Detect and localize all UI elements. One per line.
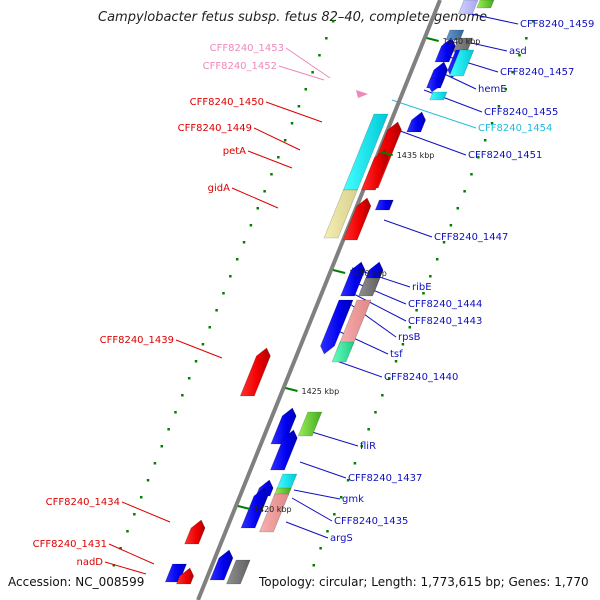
map-title: Campylobacter fetus subsp. fetus 82–40, … (98, 10, 487, 25)
kbp-tick-mark (426, 37, 439, 42)
feature-pink-1443 (336, 299, 372, 351)
feature-arrow-1447 (374, 199, 394, 211)
gene-label: CFF8240_1431 (33, 539, 107, 550)
kbp-tick-label: 1425 kbp (302, 387, 340, 396)
kbp-tick-mark (380, 151, 393, 156)
gene-label: CFF8240_1452 (203, 61, 277, 72)
feature-gidA (323, 189, 358, 239)
feature-gray-1444 (358, 277, 381, 297)
feature-teal-1440 (331, 341, 355, 363)
gene-label: CFF8240_1459 (520, 19, 594, 30)
gene-label: CFF8240_1443 (408, 316, 482, 327)
feature-cff8240-1451 (406, 111, 426, 133)
gene-label: gidA (208, 183, 230, 194)
feature-petA (360, 149, 389, 191)
callout-line (108, 543, 155, 565)
gene-label: rpsB (398, 332, 421, 343)
gene-label: CFF8240_1444 (408, 299, 482, 310)
callout-line (391, 99, 477, 129)
feature-cyan-1455 (448, 49, 475, 77)
kbp-ticks: 1440 kbp 1435 kbp 1430 kbp 1425 kbp 1420 kbp (237, 37, 481, 514)
kbp-tick-mark (237, 505, 251, 510)
feature-rpsB (320, 299, 354, 355)
gene-label: petA (223, 146, 246, 157)
gene-label: CFF8240_1457 (500, 67, 574, 78)
kbp-tick-mark (285, 387, 298, 392)
gene-label: CFF8240_1453 (210, 43, 284, 54)
kbp-tick-label: 1435 kbp (397, 151, 435, 160)
callout-line (391, 127, 467, 156)
callout-line (349, 291, 407, 322)
kbp-tick-label: 1420 kbp (254, 505, 292, 514)
gene-label: CFF8240_1455 (484, 107, 558, 118)
feature-blue-1431 (209, 549, 234, 581)
callout-line (333, 359, 383, 378)
gene-label: CFF8240_1440 (384, 372, 458, 383)
label-callout-lines (104, 11, 519, 575)
kbp-tick-label: 1440 kbp (443, 37, 481, 46)
feature-ribE (340, 261, 366, 297)
feature-arrow-1454 (429, 91, 448, 101)
gene-label: ribE (412, 282, 432, 293)
kbp-tick-label: 1430 kbp (349, 269, 387, 278)
callout-line (311, 431, 359, 447)
genome-summary-text: Topology: circular; Length: 1,773,615 bp… (258, 575, 589, 589)
feature-asd (434, 37, 456, 63)
feature-cyan-gmk (275, 473, 298, 491)
gene-label: gmk (342, 494, 364, 505)
gene-labels: CFF8240_1453 CFF8240_1452 CFF8240_1450 CFF8… (33, 19, 595, 568)
callout-line (104, 561, 147, 575)
gene-label: CFF8240_1450 (190, 97, 264, 108)
gene-label: hemE (478, 84, 507, 95)
gene-label: CFF8240_1447 (434, 232, 508, 243)
callout-line (285, 47, 331, 79)
callout-line (291, 497, 333, 522)
gene-label: tsf (390, 349, 403, 360)
feature-nadD (176, 567, 195, 585)
gene-label: asd (509, 46, 527, 57)
callout-line (299, 461, 347, 479)
gene-label: CFF8240_1439 (100, 335, 174, 346)
dotted-guide-tracks (112, 20, 535, 567)
callout-line (293, 489, 341, 500)
gene-label: CFF8240_1434 (46, 497, 120, 508)
accession-text: Accession: NC_008599 (8, 575, 144, 589)
callout-line (253, 127, 301, 151)
feature-cff8240-1437 (269, 429, 298, 471)
callout-line (353, 281, 407, 305)
gene-label: CFF8240_1454 (478, 123, 552, 134)
callout-line (285, 521, 329, 539)
callout-line (121, 501, 171, 523)
callout-line (231, 187, 279, 209)
gene-label: CFF8240_1435 (334, 516, 408, 527)
kbp-tick-mark (332, 269, 346, 274)
feature-cff8240-1459-green (476, 0, 495, 9)
feature-gray-1431 (226, 559, 251, 585)
callout-line (265, 101, 323, 123)
callout-line (175, 339, 223, 359)
feature-pink-1435 (258, 493, 290, 533)
gene-label: CFF8240_1437 (348, 473, 422, 484)
feature-cff8240-1435 (240, 487, 269, 529)
gene-label: fliR (360, 441, 376, 452)
feature-green-1437 (297, 411, 323, 437)
callout-line (247, 150, 293, 169)
feature-cff8240-1455 (427, 77, 445, 93)
feature-gidA-red (342, 197, 372, 241)
feature-cff8240-1459 (457, 0, 479, 15)
callout-line (278, 65, 325, 81)
callout-line (439, 71, 477, 90)
gene-label: CFF8240_1451 (468, 150, 542, 161)
feature-fliR (270, 407, 297, 445)
gene-label: nadD (76, 557, 103, 568)
gene-label: argS (330, 533, 353, 544)
gene-features (164, 0, 495, 585)
feature-cff8240-1452-marker (356, 90, 368, 98)
feature-cff8240-1434 (184, 519, 206, 545)
feature-cff8240-1439 (239, 347, 271, 397)
callout-line (383, 219, 433, 238)
genome-backbone (196, 0, 442, 600)
gene-label: CFF8240_1449 (178, 123, 252, 134)
